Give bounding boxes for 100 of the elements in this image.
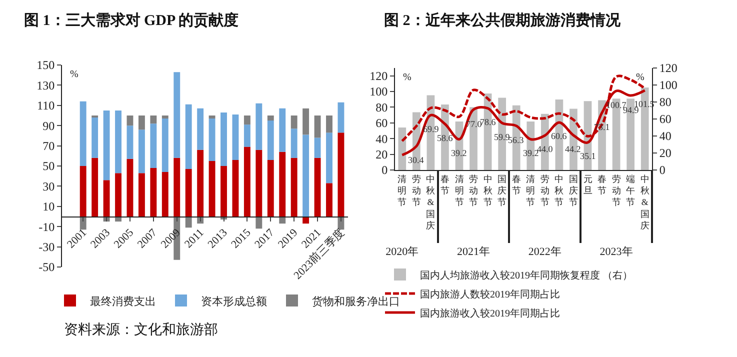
x-tick-label: 劳动节 bbox=[412, 174, 421, 208]
y2-tick-label: 120 bbox=[659, 61, 678, 76]
chart-title: 图 2：近年来公共假期旅游消费情况 bbox=[384, 12, 622, 29]
x-tick-label: 清明节 bbox=[454, 174, 464, 208]
legend-label: 国内旅游收入较2019年同期占比 bbox=[420, 307, 560, 320]
x-tick-label: 2011 bbox=[182, 226, 206, 250]
bar bbox=[232, 114, 239, 160]
bar bbox=[338, 102, 344, 133]
x-tick-label: 劳动节 bbox=[540, 174, 550, 208]
y-tick-label: -10 bbox=[38, 220, 55, 234]
bar bbox=[150, 168, 157, 216]
bar bbox=[326, 132, 332, 184]
legend-label: 最终消费支出 bbox=[90, 294, 156, 308]
bar bbox=[244, 146, 250, 216]
x-tick-label: 国庆节 bbox=[498, 174, 507, 208]
bar bbox=[138, 116, 145, 130]
x-tick-label: 中秋节 bbox=[554, 174, 564, 208]
bar bbox=[398, 128, 406, 170]
data-label: 78.6 bbox=[480, 117, 496, 127]
bar bbox=[290, 128, 298, 158]
y2-tick-label: 0 bbox=[659, 163, 666, 178]
y-tick-label: 110 bbox=[37, 98, 55, 113]
bar bbox=[103, 110, 110, 180]
y-tick-label: 70 bbox=[42, 139, 55, 153]
bar bbox=[302, 108, 310, 135]
data-label: 35.1 bbox=[580, 151, 596, 161]
bar bbox=[115, 173, 122, 216]
bar bbox=[80, 216, 86, 230]
x-tick-label: 春节 bbox=[512, 174, 521, 196]
bar bbox=[150, 124, 157, 168]
x-tick-label: 端午节 bbox=[626, 174, 636, 208]
bar bbox=[290, 158, 298, 216]
bar bbox=[256, 216, 262, 229]
x2-tick-label: 2020年 bbox=[386, 246, 419, 258]
x-tick-label: 劳动节 bbox=[612, 174, 621, 208]
data-label: 58.6 bbox=[437, 133, 454, 143]
data-label: 56.3 bbox=[508, 135, 524, 145]
bar bbox=[208, 160, 216, 216]
bar bbox=[267, 120, 274, 160]
bar bbox=[115, 110, 122, 174]
x2-tick-label: 2022年 bbox=[528, 246, 562, 258]
bar bbox=[220, 166, 227, 216]
data-label: 44.0 bbox=[537, 144, 554, 154]
bar bbox=[338, 132, 344, 216]
bar bbox=[174, 158, 180, 216]
x-tick-label: 清明节 bbox=[398, 174, 407, 208]
y2-tick-label: 100 bbox=[659, 78, 678, 92]
x2-tick-label: 2021年 bbox=[457, 246, 490, 258]
bar bbox=[279, 152, 286, 216]
bar bbox=[92, 158, 98, 216]
bar bbox=[314, 116, 321, 138]
y-tick-label: 90 bbox=[42, 118, 55, 133]
data-label: 59.9 bbox=[494, 132, 510, 142]
x-tick-label: 中秋&国庆 bbox=[640, 174, 650, 231]
bar bbox=[279, 108, 286, 152]
bar bbox=[267, 160, 274, 216]
y2-tick-label: 40 bbox=[659, 129, 672, 144]
y-tick-label: 130 bbox=[36, 78, 55, 92]
legend-label: 国内人均旅游收入较2019年同期恢复程度 （右） bbox=[420, 269, 632, 282]
data-label: 39.2 bbox=[451, 148, 467, 158]
bar bbox=[232, 160, 239, 216]
bar bbox=[103, 180, 110, 216]
y-tick-label: 150 bbox=[36, 58, 55, 72]
bar bbox=[302, 134, 310, 216]
bar bbox=[256, 103, 262, 150]
y-tick-label: -30 bbox=[38, 240, 55, 254]
data-label: 30.4 bbox=[408, 155, 424, 165]
bar bbox=[326, 183, 332, 216]
bar bbox=[208, 118, 216, 161]
bar bbox=[244, 116, 250, 125]
legend-label: 资本形成总额 bbox=[201, 294, 267, 308]
y-tick-label: 80 bbox=[376, 100, 388, 114]
x2-tick-label: 2023年 bbox=[600, 246, 633, 258]
x-tick-label: 春节 bbox=[598, 174, 607, 196]
y-tick-label: 120 bbox=[370, 69, 388, 84]
bar bbox=[220, 112, 227, 166]
bar bbox=[314, 138, 321, 158]
y-tick-label: 100 bbox=[370, 84, 388, 99]
bar bbox=[267, 116, 274, 121]
bar bbox=[256, 150, 262, 216]
x-tick-label: 中秋节 bbox=[483, 174, 492, 208]
y-tick-label: 40 bbox=[376, 132, 388, 146]
bar bbox=[197, 108, 204, 150]
bar bbox=[92, 118, 98, 158]
x-tick-label: 春节 bbox=[440, 174, 450, 196]
bar bbox=[244, 124, 250, 147]
y-tick-label: 50 bbox=[42, 159, 55, 174]
bar bbox=[80, 101, 86, 166]
x-tick-label: 中秋&国庆 bbox=[426, 174, 436, 231]
bar bbox=[162, 116, 168, 119]
x-tick-label: 劳动节 bbox=[469, 174, 478, 208]
bar bbox=[197, 150, 204, 216]
bar bbox=[174, 72, 180, 158]
x-tick-label: 清明节 bbox=[526, 174, 536, 208]
bar bbox=[138, 173, 145, 216]
y-tick-label: 0 bbox=[382, 163, 388, 178]
bar bbox=[126, 116, 134, 126]
legend-label: 国内旅游人数较2019年同期占比 bbox=[420, 288, 560, 300]
bar bbox=[126, 158, 134, 216]
y-tick-label: 10 bbox=[42, 200, 55, 214]
